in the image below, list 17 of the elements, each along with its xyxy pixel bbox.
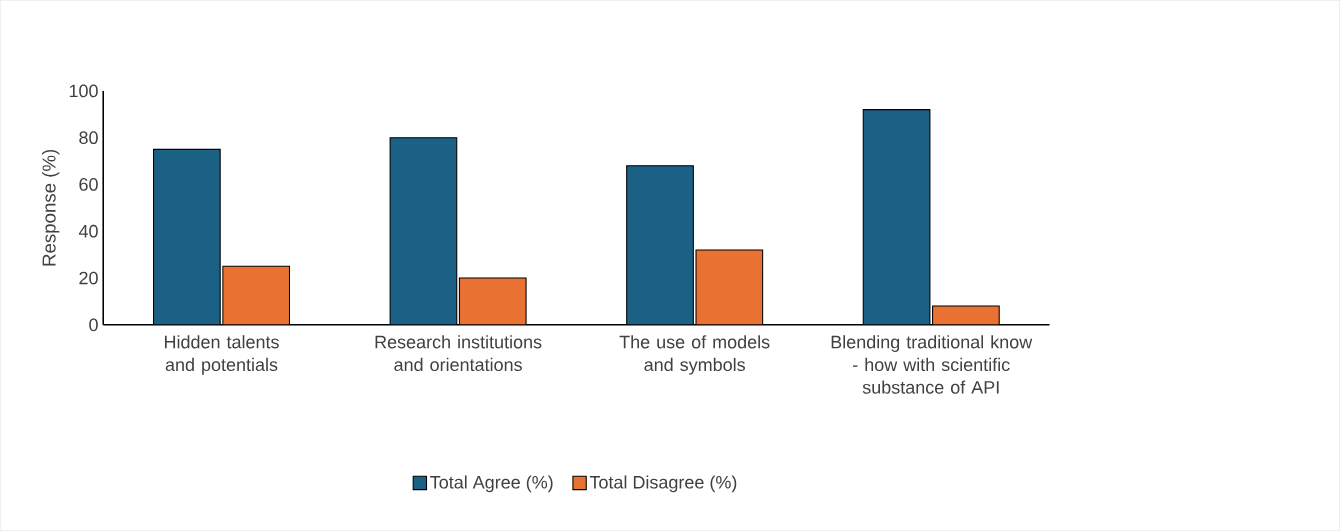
x-tick-label: Blending traditional know - how with scientific substance of API <box>831 335 1033 394</box>
y-tick-label: 20 <box>79 271 98 285</box>
bar <box>222 265 291 325</box>
x-tick-label: Hidden talents and potentials <box>164 335 279 375</box>
bar <box>932 305 1000 325</box>
legend-label: Total Agree (%) <box>430 475 553 493</box>
legend-label: Total Disagree (%) <box>589 475 737 493</box>
y-tick-label: 100 <box>69 84 98 98</box>
y-axis-title: Response (%) <box>41 149 60 266</box>
x-tick-label: Research institutions and orientations <box>375 335 542 372</box>
y-tick-label: 60 <box>79 178 98 191</box>
bar <box>458 277 527 325</box>
bar <box>695 249 764 325</box>
x-tick-label: The use of models and symbols <box>619 335 770 375</box>
y-tick-label: 40 <box>78 224 98 238</box>
y-tick-label: 0 <box>89 318 98 332</box>
y-tick-label: 80 <box>79 131 98 145</box>
